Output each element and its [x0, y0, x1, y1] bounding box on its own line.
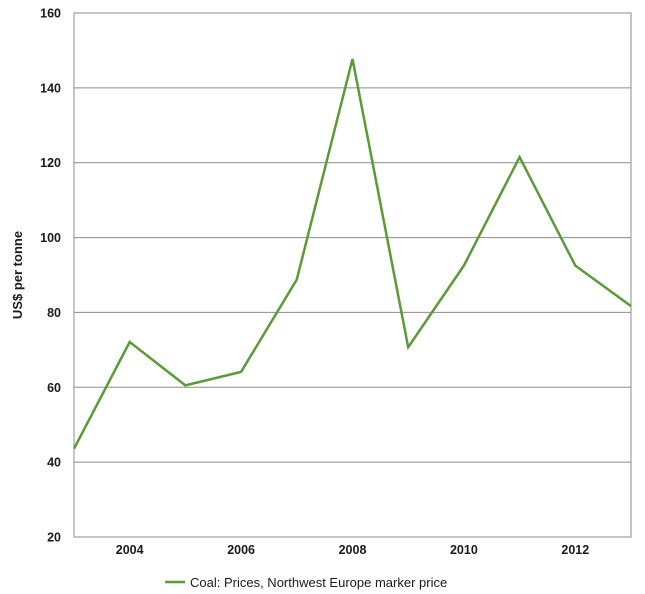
y-tick-label: 80: [47, 306, 61, 320]
y-tick-label: 40: [47, 456, 61, 470]
x-tick-label: 2012: [561, 543, 589, 557]
x-tick-label: 2004: [116, 543, 144, 557]
legend: Coal: Prices, Northwest Europe marker pr…: [165, 575, 447, 590]
series-line-coal-price: [72, 58, 632, 450]
gridlines: [74, 87, 631, 463]
x-tick-label: 2006: [227, 543, 255, 557]
legend-label: Coal: Prices, Northwest Europe marker pr…: [190, 575, 447, 590]
x-axis-tick-labels: 2004 2006 2008 2010 2012: [116, 543, 589, 557]
plot-area-border: [73, 12, 632, 538]
y-tick-label: 120: [40, 156, 61, 170]
y-tick-label: 140: [40, 81, 61, 95]
y-axis-label: US$ per tonne: [10, 231, 25, 319]
y-tick-label: 20: [47, 531, 61, 545]
y-axis-tick-labels: 20 40 60 80 100 120 140 160: [40, 7, 61, 545]
y-tick-label: 100: [40, 231, 61, 245]
y-tick-label: 60: [47, 381, 61, 395]
y-tick-label: 160: [40, 7, 61, 21]
series-group: [72, 58, 632, 450]
x-tick-label: 2010: [450, 543, 478, 557]
x-tick-label: 2008: [339, 543, 367, 557]
